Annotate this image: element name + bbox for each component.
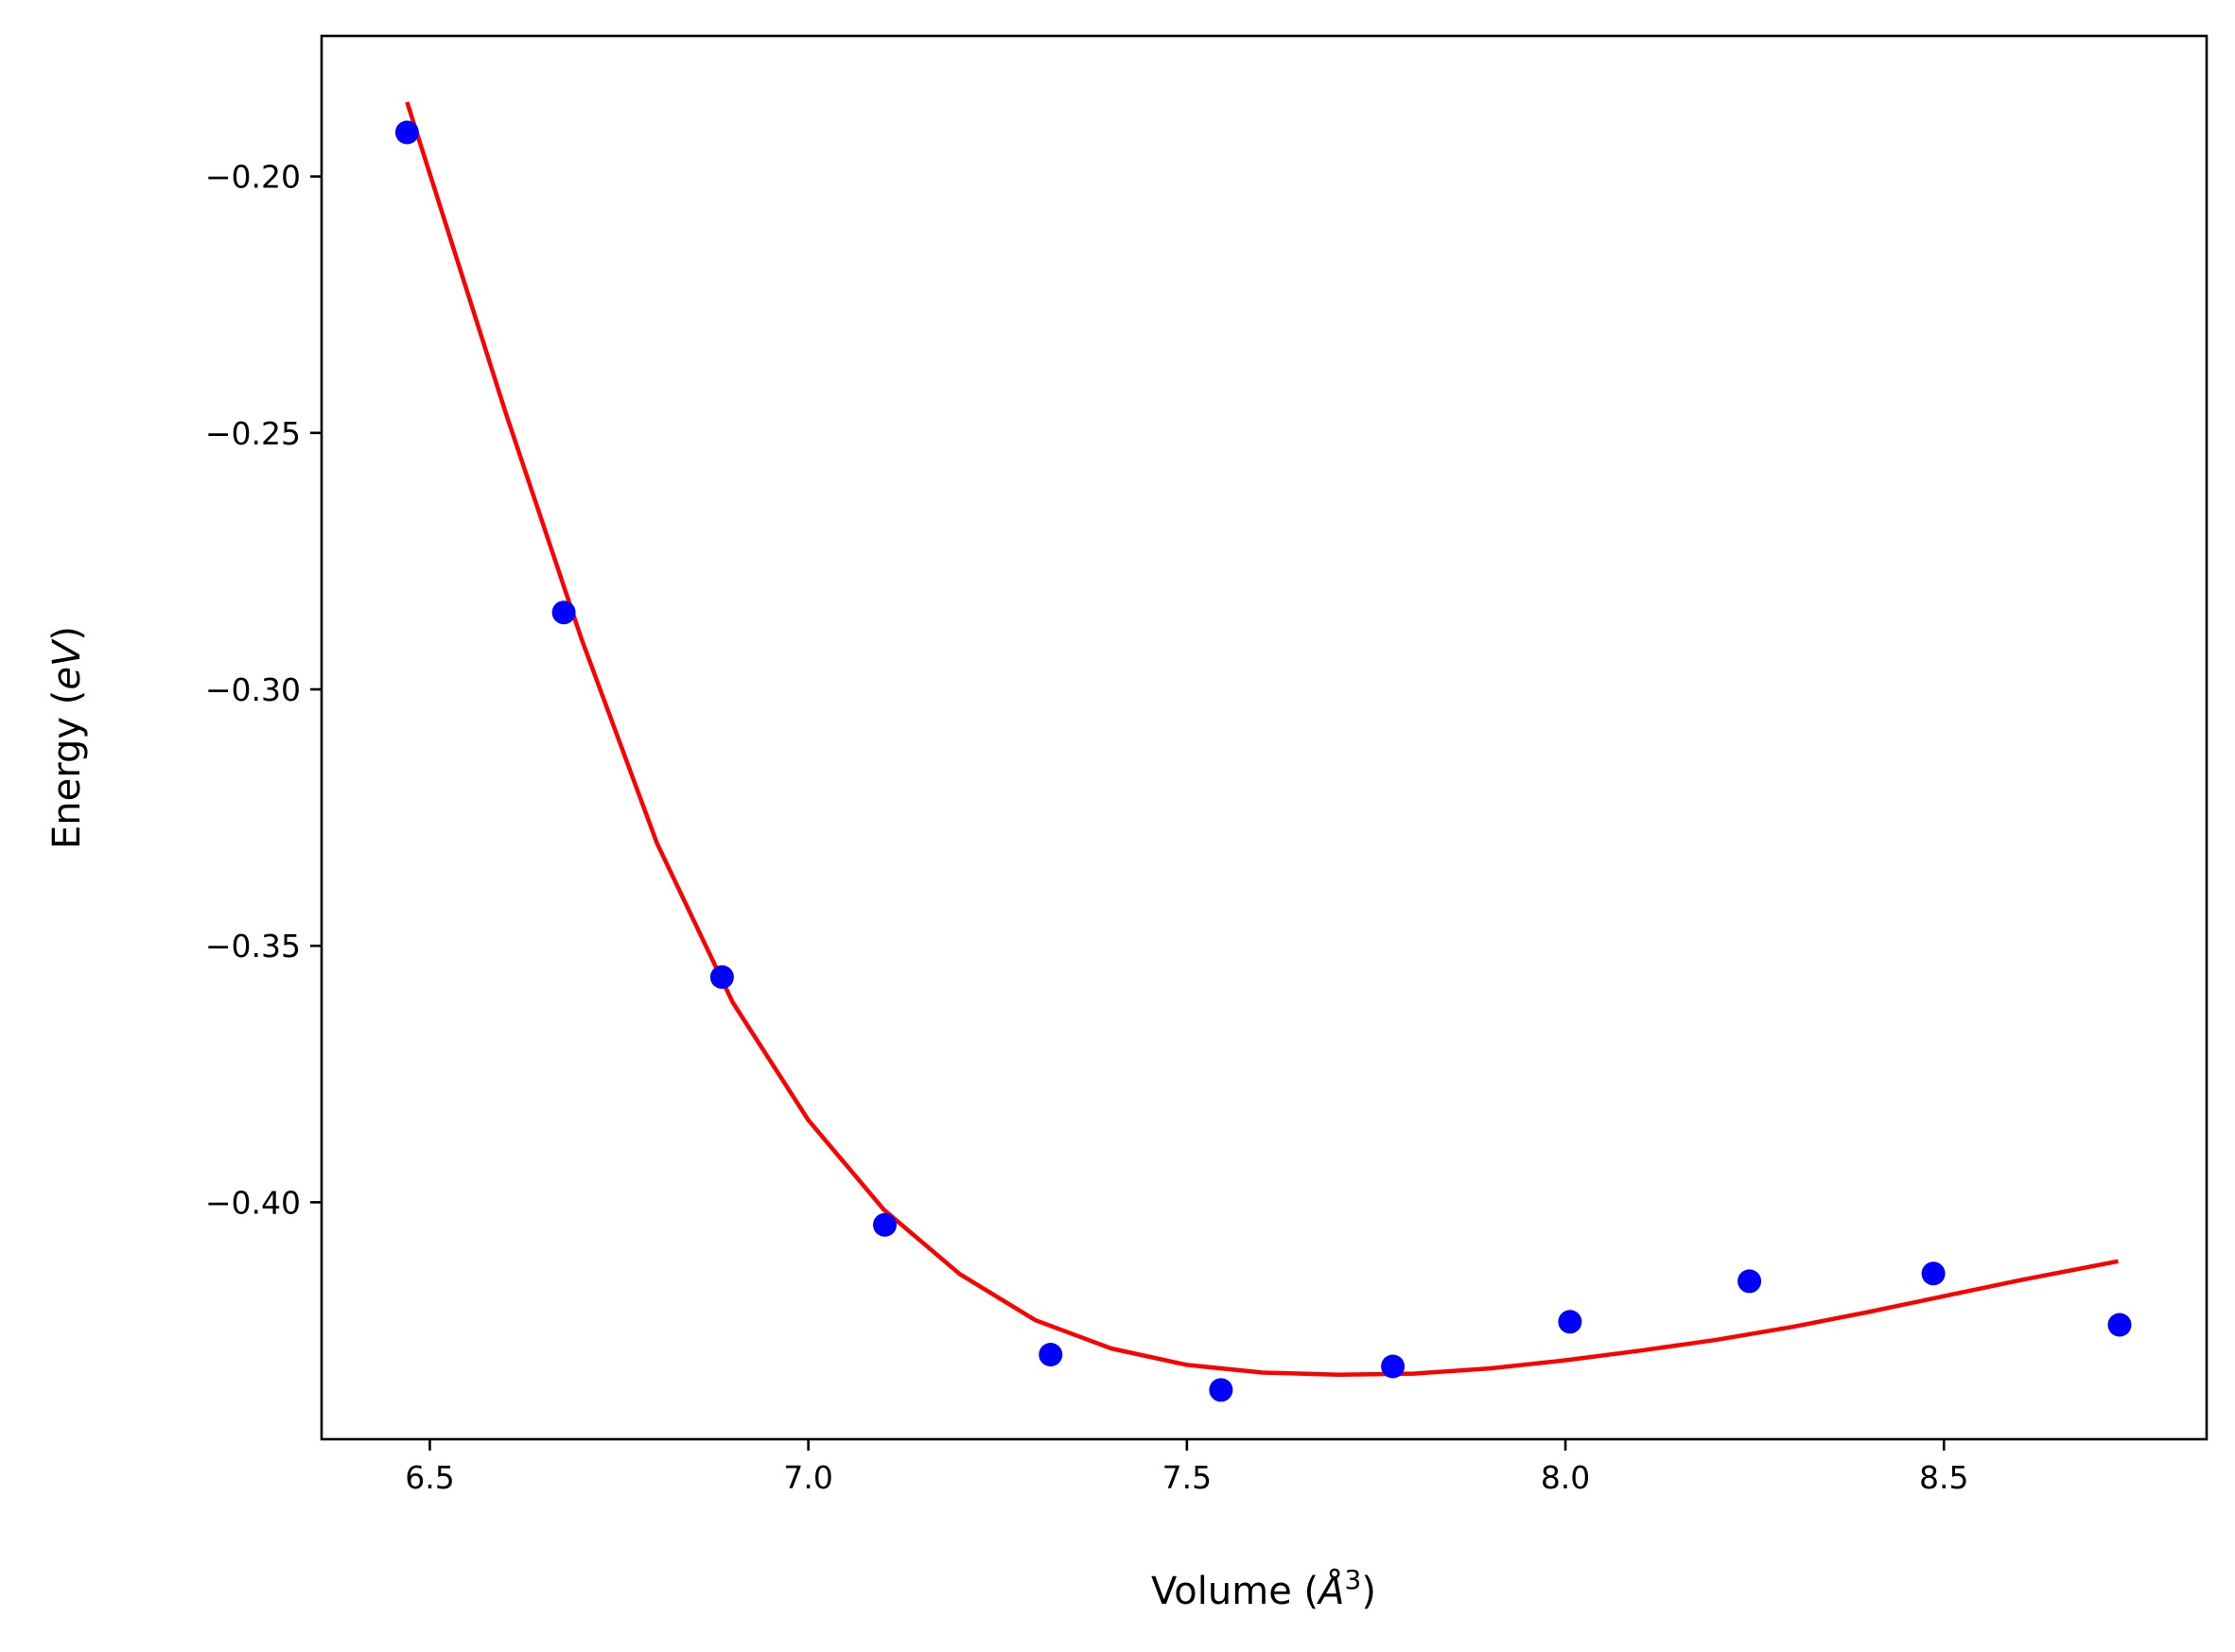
y-tick-label: −0.35 <box>205 928 301 965</box>
data-point <box>1921 1261 1946 1286</box>
data-point <box>2107 1313 2132 1337</box>
data-point <box>1039 1343 1063 1366</box>
y-tick-label: −0.40 <box>205 1184 301 1221</box>
y-tick-label: −0.20 <box>205 159 301 196</box>
data-point <box>1737 1269 1762 1294</box>
x-tick-label: 7.5 <box>1162 1459 1212 1496</box>
fit-curve-line <box>405 101 2119 1377</box>
data-point <box>394 120 419 145</box>
data-point <box>873 1212 897 1237</box>
x-tick-label: 6.5 <box>405 1459 454 1496</box>
y-tick-label: −0.30 <box>205 671 301 708</box>
x-axis-label: Volume (Å3) <box>1151 1564 1376 1614</box>
x-axis: 6.5 7.0 7.5 8.0 8.5 <box>405 1439 1969 1496</box>
data-point <box>551 600 576 625</box>
data-point <box>1381 1354 1406 1379</box>
data-point <box>709 965 734 989</box>
data-point <box>1558 1310 1582 1334</box>
y-axis-label: Energy (eV) <box>45 626 89 849</box>
y-axis: −0.20 −0.25 −0.30 −0.35 −0.40 <box>205 159 322 1221</box>
x-tick-label: 8.5 <box>1919 1459 1968 1496</box>
axes-frame <box>320 34 2209 1441</box>
y-tick-label: −0.25 <box>205 415 301 452</box>
x-tick-label: 8.0 <box>1541 1459 1590 1496</box>
x-tick-label: 7.0 <box>783 1459 832 1496</box>
data-point <box>1209 1378 1233 1402</box>
plot-area <box>394 101 2132 1402</box>
